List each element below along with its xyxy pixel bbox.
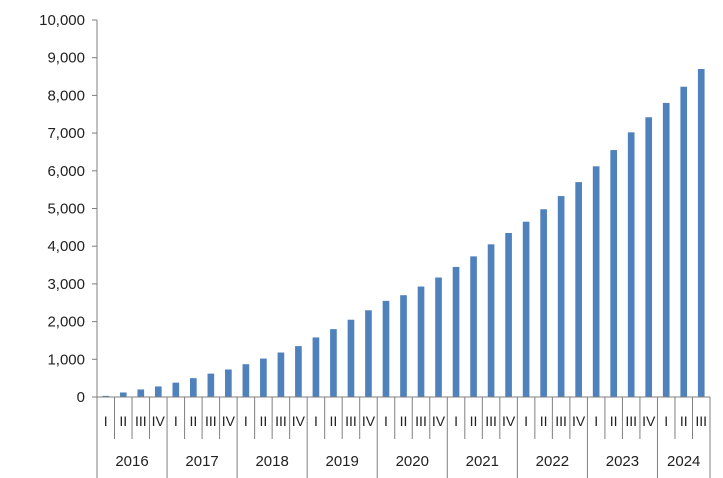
quarter-label: III xyxy=(555,413,567,429)
quarter-label: III xyxy=(345,413,357,429)
y-tick-label: 6,000 xyxy=(47,163,85,180)
quarter-label: IV xyxy=(572,413,586,429)
quarter-label: I xyxy=(244,413,248,429)
bar xyxy=(645,117,653,398)
bar xyxy=(242,364,250,397)
bar xyxy=(452,266,460,397)
bar xyxy=(557,196,565,397)
bar xyxy=(417,286,425,397)
quarter-label: I xyxy=(594,413,598,429)
y-tick-label: 7,000 xyxy=(47,125,85,142)
quarter-label: II xyxy=(610,413,618,429)
year-label: 2020 xyxy=(396,453,429,470)
y-tick-label: 4,000 xyxy=(47,238,85,255)
year-label: 2016 xyxy=(115,453,148,470)
quarter-label: I xyxy=(384,413,388,429)
bar xyxy=(470,256,477,397)
year-label: 2022 xyxy=(536,453,569,470)
y-tick-label: 9,000 xyxy=(47,50,85,67)
quarter-label: IV xyxy=(222,413,236,429)
year-label: 2024 xyxy=(667,453,700,470)
year-label: 2021 xyxy=(466,453,499,470)
quarter-label: I xyxy=(314,413,318,429)
year-label: 2023 xyxy=(606,453,639,470)
bars xyxy=(102,69,705,398)
y-axis: 0 1,000 2,000 3,000 4,000 5,000 6,000 7,000 8,00… xyxy=(39,12,98,406)
quarter-label: III xyxy=(625,413,637,429)
bar xyxy=(662,102,670,397)
bar xyxy=(697,69,705,397)
quarter-label: II xyxy=(119,413,127,429)
bar xyxy=(575,182,582,397)
quarter-label: II xyxy=(330,413,338,429)
quarter-label: III xyxy=(485,413,497,429)
bar xyxy=(365,310,372,397)
bar xyxy=(295,346,302,397)
quarter-label: II xyxy=(470,413,478,429)
y-tick-label: 8,000 xyxy=(47,87,85,104)
bar xyxy=(260,358,267,397)
quarter-label: II xyxy=(189,413,197,429)
bar xyxy=(102,395,110,397)
quarter-label: I xyxy=(454,413,458,429)
bar xyxy=(400,295,407,397)
quarter-label: IV xyxy=(292,413,306,429)
quarter-label: III xyxy=(415,413,427,429)
bar xyxy=(382,300,390,397)
quarter-label: II xyxy=(540,413,548,429)
year-label: 2019 xyxy=(326,453,359,470)
quarter-label: I xyxy=(664,413,668,429)
bar xyxy=(505,233,512,397)
bar xyxy=(540,209,547,397)
quarter-label: IV xyxy=(362,413,376,429)
quarter-label: I xyxy=(174,413,178,429)
quarter-label: III xyxy=(135,413,147,429)
bar xyxy=(137,389,145,397)
bar xyxy=(435,277,442,397)
bar xyxy=(312,337,320,397)
bar xyxy=(119,392,127,397)
y-tick-label: 5,000 xyxy=(47,201,85,218)
bar xyxy=(680,86,688,397)
y-tick-label: 3,000 xyxy=(47,276,85,293)
quarter-label: II xyxy=(259,413,267,429)
quarter-label: II xyxy=(400,413,408,429)
bar xyxy=(592,166,600,397)
quarter-label: IV xyxy=(642,413,656,429)
quarter-label: III xyxy=(695,413,707,429)
y-tick-label: 0 xyxy=(77,389,85,406)
y-tick-label: 1,000 xyxy=(47,351,85,368)
bar xyxy=(487,244,495,397)
bar xyxy=(627,132,635,397)
year-label: 2017 xyxy=(185,453,218,470)
quarter-label: III xyxy=(275,413,287,429)
quarter-label: IV xyxy=(152,413,166,429)
quarter-label: I xyxy=(104,413,108,429)
quarter-label: I xyxy=(524,413,528,429)
bar xyxy=(172,382,180,397)
bar xyxy=(225,369,232,397)
year-label: 2018 xyxy=(255,453,288,470)
bar xyxy=(330,329,337,397)
bar xyxy=(522,221,530,397)
bar xyxy=(347,319,355,397)
bar xyxy=(277,352,285,397)
bar xyxy=(207,373,215,397)
bar xyxy=(190,378,197,397)
quarter-label: IV xyxy=(432,413,446,429)
quarter-label: III xyxy=(205,413,217,429)
bar xyxy=(154,386,162,397)
quarter-label: II xyxy=(680,413,688,429)
quarter-label: IV xyxy=(502,413,516,429)
y-tick-label: 10,000 xyxy=(39,12,85,29)
bar xyxy=(610,150,617,397)
y-tick-label: 2,000 xyxy=(47,314,85,331)
